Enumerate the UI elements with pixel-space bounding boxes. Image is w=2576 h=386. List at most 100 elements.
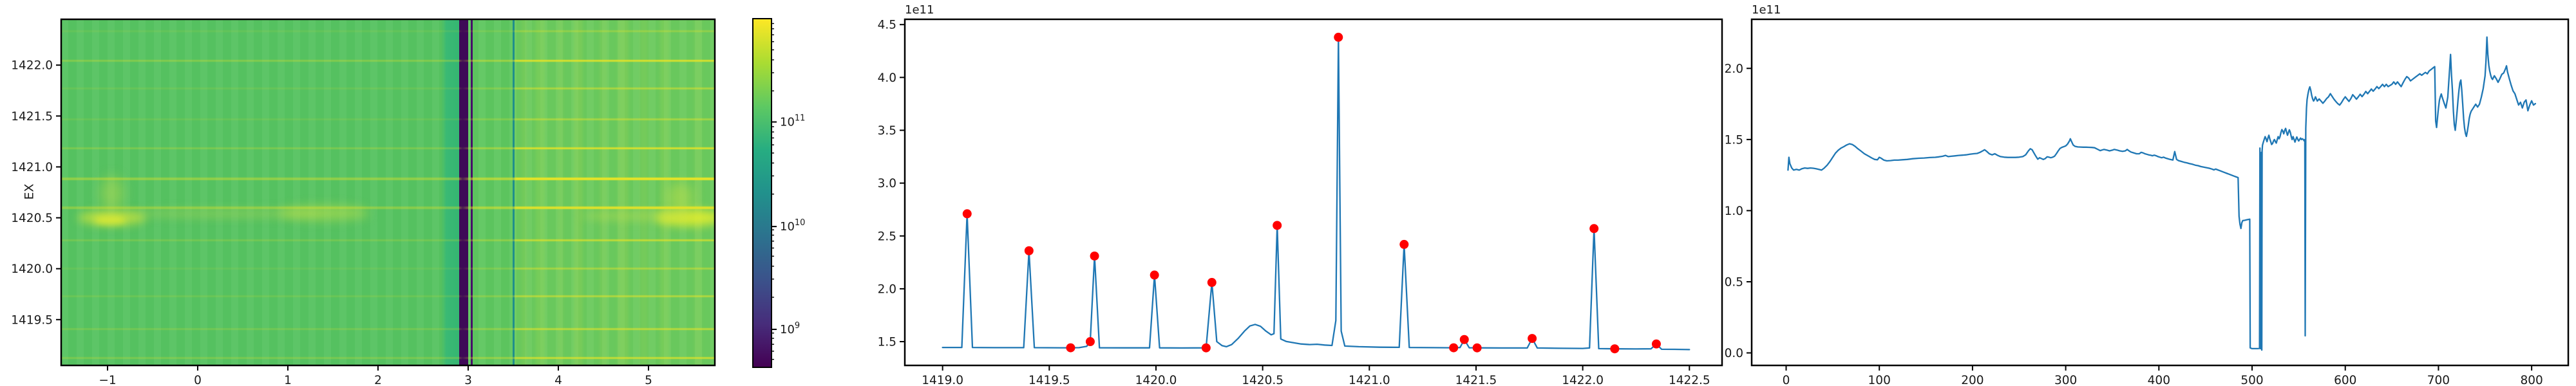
spectrum-peak-marker [1459, 335, 1469, 344]
timeseries-x-tick-label: 500 [2240, 374, 2263, 386]
heatmap-x-tick-label: 5 [645, 374, 652, 386]
spectrum-x-tick-label: 1420.5 [1242, 374, 1283, 386]
heatmap-dark-thin-line [471, 19, 473, 365]
heatmap-faint-column [618, 19, 629, 365]
spectrum-peak-marker [1150, 270, 1159, 280]
heatmap-texture [61, 19, 715, 365]
timeseries-spines [1750, 18, 2570, 367]
spectrum-peak-marker [1273, 221, 1282, 230]
timeseries-x-tick-label: 600 [2334, 374, 2356, 386]
spectrum-x-tick-label: 1421.5 [1455, 374, 1497, 386]
timeseries-line [1787, 36, 2537, 351]
timeseries-x-tick-label: 800 [2520, 374, 2543, 386]
spectrum-x-tick-label: 1421.0 [1349, 374, 1390, 386]
heatmap-teal-vertical-line [512, 19, 515, 365]
heatmap-y-tick-label: 1421.0 [11, 161, 53, 174]
spectrum-peak-marker [962, 209, 972, 219]
spectrum-x-tick-label: 1422.0 [1562, 374, 1604, 386]
heatmap-blob [278, 205, 369, 220]
heatmap-blob [654, 209, 715, 226]
heatmap-x-tick-label: 3 [464, 374, 472, 386]
spectrum-peak-marker [1090, 251, 1099, 261]
heatmap-blob [125, 209, 324, 219]
heatmap-stripe [61, 239, 715, 241]
timeseries-y-tick-label: 2.0 [1725, 62, 1743, 76]
spectrum-peak-marker [1024, 246, 1034, 255]
heatmap-x-tick-label: −1 [99, 374, 116, 386]
timeseries-y-tick-label: 1.5 [1725, 133, 1743, 147]
heatmap-x-tick-label: 2 [374, 374, 382, 386]
heatmap-spines [60, 18, 716, 367]
heatmap-dark-purple-band [459, 19, 468, 365]
heatmap-y-tick-label: 1420.5 [11, 212, 53, 225]
heatmap-y-tick-label: 1421.5 [11, 110, 53, 124]
heatmap-left-zone-tint [61, 19, 443, 365]
spectrum-peak-marker [1610, 344, 1620, 354]
heatmap-y-tick-label: 1420.0 [11, 262, 53, 276]
spectrum-peak-marker [1066, 343, 1075, 353]
spectrum-y-tick-label: 4.0 [878, 71, 896, 85]
timeseries-x-tick-label: 100 [1868, 374, 1891, 386]
timeseries-x-tick-label: 0 [1783, 374, 1790, 386]
spectrum-peak-marker [1472, 343, 1482, 353]
spectrum-y-tick-label: 4.5 [878, 19, 896, 32]
heatmap-panel [61, 19, 715, 365]
spectrum-y-tick-label: 3.0 [878, 177, 896, 190]
heatmap-stripe [61, 206, 715, 209]
spectrum-line [942, 36, 1690, 351]
spectrum-x-tick-label: 1419.5 [1028, 374, 1070, 386]
colorbar [753, 19, 771, 367]
spectrum-x-tick-label: 1422.5 [1669, 374, 1710, 386]
colorbar-border [752, 18, 772, 368]
heatmap-faint-column [694, 19, 702, 365]
heatmap-faint-column [600, 19, 607, 365]
timeseries-y-tick-label: 0.5 [1725, 275, 1743, 289]
timeseries-y-tick-label: 1.0 [1725, 205, 1743, 218]
spectrum-spines [904, 18, 1723, 367]
heatmap-stripe [61, 147, 715, 150]
heatmap-x-tick-label: 4 [554, 374, 562, 386]
spectrum-y-tick-label: 1.5 [878, 336, 896, 349]
spectrum-peak-marker [1334, 32, 1343, 42]
heatmap-stripe [61, 178, 715, 181]
heatmap-stripe [61, 87, 715, 90]
spectrum-peak-marker [1201, 343, 1211, 353]
timeseries-offset-label: 1e11 [1752, 3, 1781, 17]
timeseries-x-tick-label: 400 [2148, 374, 2170, 386]
timeseries-x-tick-label: 300 [2054, 374, 2077, 386]
timeseries-x-tick-label: 200 [1961, 374, 1984, 386]
heatmap-blob [580, 211, 689, 221]
heatmap-stripe [61, 295, 715, 297]
spectrum-y-tick-label: 2.0 [878, 282, 896, 296]
spectrum-y-tick-label: 2.5 [878, 230, 896, 243]
spectrum-peak-marker [1528, 334, 1537, 344]
heatmap-y-tick-label: 1419.5 [11, 313, 53, 327]
spectrum-peak-marker [1085, 337, 1095, 347]
spectrum-peak-marker [1449, 343, 1459, 353]
heatmap-x-tick-label: 0 [194, 374, 202, 386]
heatmap-stripe [61, 357, 715, 360]
spectrum-y-tick-label: 3.5 [878, 124, 896, 138]
timeseries-x-tick-label: 700 [2427, 374, 2450, 386]
spectrum-peak-marker [1589, 224, 1599, 234]
heatmap-faint-column [640, 19, 648, 365]
heatmap-faint-column [573, 19, 583, 365]
heatmap-stripe [61, 118, 715, 120]
heatmap-stripe [61, 268, 715, 270]
colorbar-tick-label: 1011 [780, 114, 805, 129]
heatmap-stripe [61, 327, 715, 330]
colorbar-tick-label: 109 [780, 321, 800, 336]
heatmap-stripe [61, 60, 715, 62]
heatmap-faint-column [660, 19, 670, 365]
spectrum-x-tick-label: 1419.0 [922, 374, 963, 386]
colorbar-tick-label: 1010 [780, 218, 805, 234]
heatmap-x-tick-label: 1 [284, 374, 292, 386]
spectrum-peak-marker [1651, 339, 1661, 349]
heatmap-faint-column [535, 19, 545, 365]
colorbar-gradient [753, 19, 771, 367]
heatmap-teal-band [440, 19, 459, 365]
heatmap-blob [93, 215, 127, 225]
spectrum-peak-marker [1207, 278, 1217, 288]
